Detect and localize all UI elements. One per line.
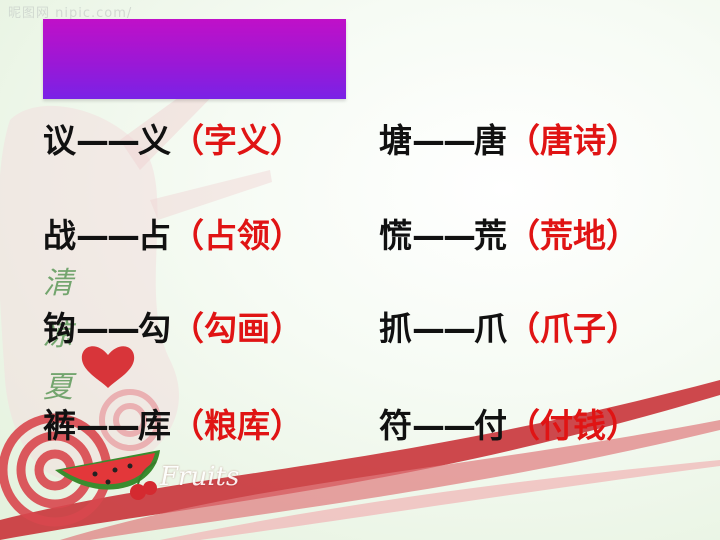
- title-box: [43, 19, 346, 99]
- example-word: 字义: [204, 121, 270, 160]
- paren-close: ）: [606, 216, 639, 255]
- word-pair-right: 塘——唐（唐诗）: [379, 118, 639, 164]
- vertical-decor-text: 清 凉 夏: [40, 258, 76, 414]
- paren-open: （: [507, 121, 540, 160]
- paren-open: （: [171, 406, 204, 445]
- word-pair-right: 符——付（付钱）: [379, 403, 639, 449]
- paren-close: ）: [270, 121, 303, 160]
- base-char: 付: [474, 406, 507, 445]
- dash: ——: [412, 216, 476, 255]
- dash: ——: [76, 121, 140, 160]
- word-pair-left: 议——义（字义）: [43, 118, 303, 164]
- base-char: 义: [138, 121, 171, 160]
- fruits-label: Fruits: [160, 462, 240, 492]
- heart-icon: [81, 346, 135, 388]
- paren-open: （: [507, 216, 540, 255]
- hand-splatter: [0, 106, 179, 482]
- dash: ——: [412, 406, 476, 445]
- ribbon-swoosh: [160, 460, 720, 540]
- paren-open: （: [171, 309, 204, 348]
- paren-open: （: [171, 121, 204, 160]
- example-word: 粮库: [204, 406, 270, 445]
- paren-open: （: [507, 309, 540, 348]
- example-word: 唐诗: [540, 121, 606, 160]
- swirl-small: [99, 389, 161, 451]
- paren-close: ）: [270, 216, 303, 255]
- char: 议: [43, 121, 76, 160]
- paren-close: ）: [606, 406, 639, 445]
- base-char: 库: [138, 406, 171, 445]
- word-pair-left: 裤——库（粮库）: [43, 403, 303, 449]
- decor-char: 清: [43, 266, 73, 301]
- char: 符: [379, 406, 412, 445]
- char: 战: [43, 216, 76, 255]
- paren-close: ）: [606, 309, 639, 348]
- char: 钩: [43, 309, 76, 348]
- paren-open: （: [507, 406, 540, 445]
- decor-char: 夏: [43, 370, 73, 405]
- char: 慌: [379, 216, 412, 255]
- dash: ——: [76, 406, 140, 445]
- paren-close: ）: [270, 309, 303, 348]
- paren-open: （: [171, 216, 204, 255]
- hand-finger: [150, 170, 272, 220]
- base-char: 爪: [474, 309, 507, 348]
- char: 裤: [43, 406, 76, 445]
- dash: ——: [412, 121, 476, 160]
- example-word: 占领: [204, 216, 270, 255]
- paren-close: ）: [606, 121, 639, 160]
- char: 塘: [379, 121, 412, 160]
- example-word: 荒地: [540, 216, 606, 255]
- base-char: 荒: [474, 216, 507, 255]
- paren-close: ）: [270, 406, 303, 445]
- ribbon-swoosh: [0, 380, 720, 540]
- base-char: 唐: [474, 121, 507, 160]
- cherry-icon: [130, 461, 157, 500]
- word-pair-right: 慌——荒（荒地）: [379, 213, 639, 259]
- example-word: 付钱: [540, 406, 606, 445]
- decor-char: 凉: [43, 318, 73, 353]
- char: 抓: [379, 309, 412, 348]
- base-char: 勾: [138, 309, 171, 348]
- base-char: 占: [138, 216, 171, 255]
- word-pair-right: 抓——爪（爪子）: [379, 306, 639, 352]
- watermelon-icon: [55, 450, 160, 490]
- dash: ——: [76, 216, 140, 255]
- watermark: 昵图网 nipic.com/: [8, 6, 133, 21]
- ribbon-swoosh: [60, 420, 720, 540]
- example-word: 勾画: [204, 309, 270, 348]
- word-pair-left: 钩——勾（勾画）: [43, 306, 303, 352]
- dash: ——: [412, 309, 476, 348]
- word-pair-left: 战——占（占领）: [43, 213, 303, 259]
- dash: ——: [76, 309, 140, 348]
- example-word: 爪子: [540, 309, 606, 348]
